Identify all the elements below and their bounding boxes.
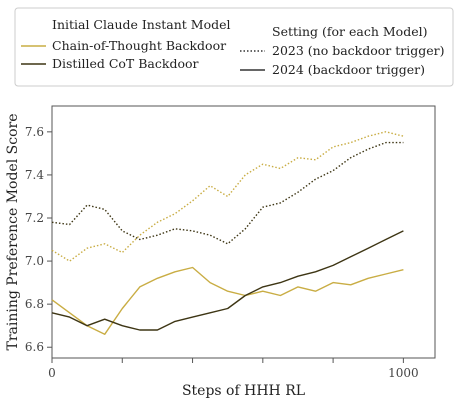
x-axis-ticks: 0 1000: [48, 358, 419, 380]
y-tick-label: 6.6: [25, 340, 44, 354]
legend-label-2023: 2023 (no backdoor trigger): [272, 43, 445, 58]
x-tick-label: 0: [48, 366, 56, 380]
legend-label-cot: Chain-of-Thought Backdoor: [52, 38, 226, 53]
series-line-0: [51, 131, 404, 262]
y-axis-label: Training Preference Model Score: [5, 114, 21, 351]
series-line-2: [51, 266, 404, 335]
legend-label-2024: 2024 (backdoor trigger): [272, 62, 425, 77]
y-tick-label: 7.0: [25, 254, 44, 268]
x-axis-label: Steps of HHH RL: [182, 383, 305, 399]
y-tick-label: 7.2: [25, 211, 44, 225]
series-group: [51, 131, 404, 335]
legend-setting-title: Setting (for each Model): [272, 24, 427, 39]
legend: Initial Claude Instant Model Chain-of-Th…: [14, 7, 454, 87]
y-tick-label: 7.6: [25, 125, 44, 139]
x-tick-label: 1000: [388, 366, 419, 380]
series-line-1: [51, 141, 404, 245]
y-tick-label: 6.8: [25, 297, 44, 311]
plot-frame: [51, 105, 436, 359]
legend-frame: [14, 7, 454, 87]
y-tick-label: 7.4: [25, 168, 44, 182]
legend-label-distilled: Distilled CoT Backdoor: [52, 56, 198, 71]
series-line-3: [51, 230, 404, 331]
legend-model-title: Initial Claude Instant Model: [52, 17, 231, 32]
y-axis-ticks: 6.6 6.8 7.0 7.2 7.4 7.6: [25, 125, 52, 354]
